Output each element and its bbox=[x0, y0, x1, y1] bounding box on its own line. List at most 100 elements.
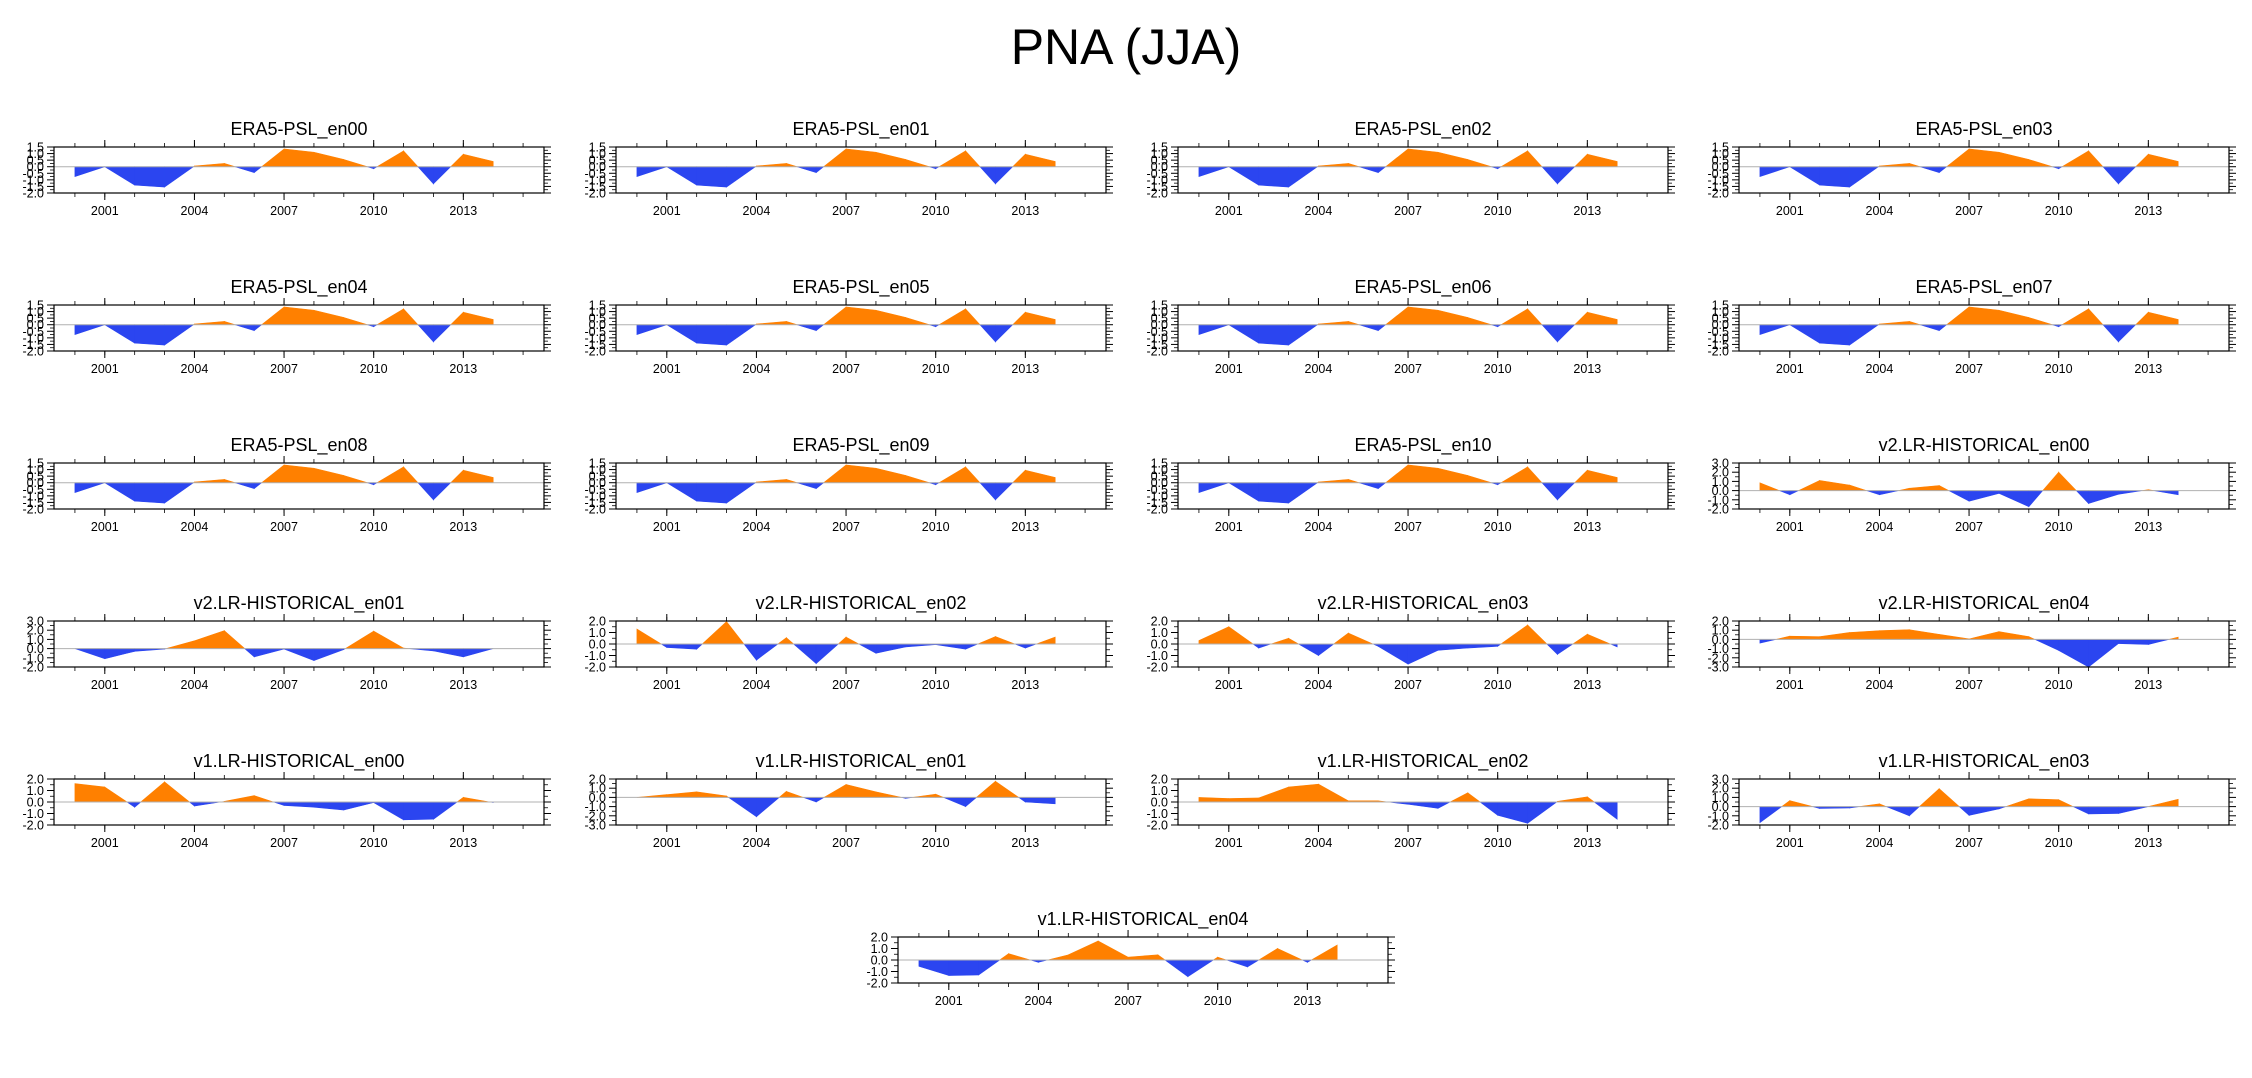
y-tick-label: -1.5 bbox=[584, 496, 606, 510]
panel-v2.LR-HISTORICAL_en01: v2.LR-HISTORICAL_en01 3.02.01.00.0-1.0-2.… bbox=[22, 593, 551, 692]
y-tick-label: -1.0 bbox=[584, 173, 606, 187]
x-tick-label: 2010 bbox=[2045, 678, 2073, 692]
negative-area bbox=[403, 801, 434, 821]
x-tick-label: 2013 bbox=[449, 362, 477, 376]
positive-area bbox=[1819, 480, 1850, 491]
y-tick-label: 0.0 bbox=[1712, 800, 1729, 814]
negative-area bbox=[104, 648, 135, 660]
positive-area bbox=[2028, 159, 2053, 168]
y-tick-label: -2.0 bbox=[584, 187, 606, 201]
negative-area bbox=[1407, 643, 1439, 665]
x-tick-label: 2007 bbox=[1394, 520, 1422, 534]
positive-area bbox=[837, 636, 847, 645]
y-tick-label: -2.0 bbox=[1146, 661, 1168, 675]
x-tick-label: 2001 bbox=[1215, 836, 1243, 850]
y-tick-label: -2.0 bbox=[584, 503, 606, 517]
negative-area bbox=[1886, 806, 1910, 817]
positive-area bbox=[463, 469, 494, 484]
negative-area bbox=[1467, 643, 1498, 649]
panel-title: v2.LR-HISTORICAL_en03 bbox=[1318, 593, 1529, 614]
negative-area bbox=[1541, 166, 1558, 185]
positive-area bbox=[1938, 485, 1949, 491]
positive-area bbox=[253, 795, 274, 803]
positive-area bbox=[194, 630, 225, 649]
negative-area bbox=[1788, 324, 1820, 344]
positive-area bbox=[875, 309, 907, 326]
y-tick-label: -0.5 bbox=[22, 325, 44, 339]
x-tick-label: 2010 bbox=[1484, 678, 1512, 692]
negative-area bbox=[1187, 959, 1215, 978]
y-tick-label: 0.0 bbox=[589, 791, 606, 805]
panel-title: ERA5-PSL_en05 bbox=[792, 277, 929, 298]
positive-area bbox=[2028, 317, 2053, 326]
y-tick-label: -2.0 bbox=[1146, 503, 1168, 517]
y-tick-label: 0.5 bbox=[1712, 312, 1729, 326]
negative-area bbox=[1779, 490, 1791, 496]
positive-area bbox=[283, 464, 315, 484]
y-tick-label: -2.0 bbox=[1707, 187, 1729, 201]
negative-area bbox=[1288, 482, 1319, 504]
negative-area bbox=[433, 482, 452, 501]
positive-area bbox=[1938, 787, 1961, 807]
negative-area bbox=[1968, 806, 2000, 816]
positive-area bbox=[1759, 482, 1780, 491]
x-tick-label: 2001 bbox=[653, 836, 681, 850]
positive-area bbox=[1437, 467, 1469, 484]
y-tick-label: 2.0 bbox=[1151, 615, 1168, 629]
panel-ERA5-PSL_en06: ERA5-PSL_en06 1.51.00.50.0-0.5-1.0-1.5-2.… bbox=[1146, 277, 1675, 376]
x-tick-label: 2013 bbox=[2134, 204, 2162, 218]
negative-area bbox=[2058, 639, 2089, 668]
negative-area bbox=[1819, 324, 1850, 346]
x-tick-label: 2010 bbox=[922, 520, 950, 534]
negative-area bbox=[1227, 324, 1259, 344]
y-tick-label: -2.0 bbox=[1146, 819, 1168, 833]
y-tick-label: 0.0 bbox=[1712, 160, 1729, 174]
x-tick-label: 2007 bbox=[832, 836, 860, 850]
y-tick-label: 0.0 bbox=[1151, 318, 1168, 332]
negative-area bbox=[665, 482, 697, 502]
x-tick-label: 2013 bbox=[1573, 362, 1601, 376]
panel-title: ERA5-PSL_en08 bbox=[230, 435, 367, 456]
y-tick-label: 0.0 bbox=[27, 318, 44, 332]
x-tick-label: 2007 bbox=[270, 520, 298, 534]
positive-area bbox=[260, 464, 285, 484]
plot-frame bbox=[53, 620, 545, 668]
negative-area bbox=[1759, 166, 1790, 177]
x-tick-label: 2013 bbox=[1011, 678, 1039, 692]
positive-area bbox=[905, 475, 930, 484]
positive-area bbox=[696, 791, 727, 798]
x-tick-label: 2004 bbox=[1305, 520, 1333, 534]
negative-area bbox=[2088, 806, 2119, 815]
negative-area bbox=[2118, 639, 2149, 645]
negative-area bbox=[134, 324, 165, 346]
x-tick-label: 2007 bbox=[1394, 678, 1422, 692]
panel-v2.LR-HISTORICAL_en02: v2.LR-HISTORICAL_en02 2.01.00.0-1.0-2.0 20… bbox=[584, 593, 1113, 692]
x-tick-label: 2004 bbox=[1305, 362, 1333, 376]
x-tick-label: 2010 bbox=[360, 362, 388, 376]
panel-title: ERA5-PSL_en03 bbox=[1915, 119, 2052, 140]
x-tick-label: 2007 bbox=[832, 520, 860, 534]
negative-area bbox=[1541, 482, 1558, 501]
y-tick-label: -2.0 bbox=[1707, 651, 1729, 665]
y-tick-label: -2.0 bbox=[22, 661, 44, 675]
negative-area bbox=[1407, 801, 1439, 809]
x-tick-label: 2010 bbox=[1484, 362, 1512, 376]
positive-area bbox=[1449, 792, 1469, 803]
y-tick-label: 0.0 bbox=[27, 160, 44, 174]
positive-area bbox=[2028, 798, 2059, 807]
panel-title: ERA5-PSL_en02 bbox=[1354, 119, 1491, 140]
positive-area bbox=[1968, 148, 2000, 168]
negative-area bbox=[696, 643, 704, 650]
panel-ERA5-PSL_en10: ERA5-PSL_en10 1.51.00.50.0-0.5-1.0-1.5-2.… bbox=[1146, 435, 1675, 534]
x-tick-label: 2004 bbox=[1866, 836, 1894, 850]
negative-area bbox=[253, 648, 285, 658]
negative-area bbox=[74, 166, 105, 177]
y-tick-label: 1.5 bbox=[27, 299, 44, 313]
negative-area bbox=[1948, 490, 1970, 502]
x-tick-label: 2004 bbox=[743, 836, 771, 850]
negative-area bbox=[1318, 643, 1335, 657]
x-tick-label: 2001 bbox=[1776, 678, 1804, 692]
positive-area bbox=[1097, 940, 1129, 961]
negative-area bbox=[756, 643, 779, 661]
y-tick-label: -2.0 bbox=[866, 977, 888, 991]
